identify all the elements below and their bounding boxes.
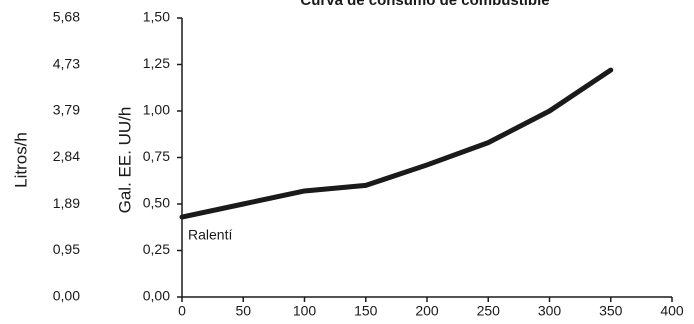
x-tick-label: 50 bbox=[235, 303, 251, 319]
y2-tick-label: 3,79 bbox=[53, 102, 80, 118]
y-tick-label: 0,75 bbox=[143, 148, 170, 164]
y-tick-label: 1,25 bbox=[143, 55, 170, 71]
x-tick-label: 0 bbox=[178, 303, 186, 319]
annotation: Ralentí bbox=[188, 227, 232, 243]
x-tick-label: 300 bbox=[538, 303, 562, 319]
y2-tick-label: 4,73 bbox=[53, 55, 80, 71]
y2-tick-label: 1,89 bbox=[53, 195, 80, 211]
x-tick-label: 150 bbox=[354, 303, 378, 319]
y-tick-label: 0,00 bbox=[143, 288, 170, 304]
x-tick-label: 400 bbox=[660, 303, 684, 319]
y-tick-label: 0,25 bbox=[143, 241, 170, 257]
y2-axis-label: Litros/h bbox=[11, 132, 30, 188]
y-tick-label: 1,00 bbox=[143, 102, 170, 118]
y2-tick-label: 0,00 bbox=[53, 288, 80, 304]
y2-tick-label: 5,68 bbox=[53, 9, 80, 25]
y-tick-label: 0,50 bbox=[143, 195, 170, 211]
x-tick-label: 250 bbox=[477, 303, 501, 319]
x-tick-label: 100 bbox=[293, 303, 317, 319]
x-tick-label: 200 bbox=[415, 303, 439, 319]
y-axis-label: Gal. EE. UU/h bbox=[115, 107, 134, 214]
y2-tick-label: 2,84 bbox=[53, 148, 80, 164]
x-tick-label: 350 bbox=[599, 303, 623, 319]
data-line bbox=[179, 67, 614, 220]
y2-tick-label: 0,95 bbox=[53, 241, 80, 257]
y-tick-label: 1,50 bbox=[143, 9, 170, 25]
chart-title: Curva de consumo de combustible bbox=[300, 0, 549, 9]
